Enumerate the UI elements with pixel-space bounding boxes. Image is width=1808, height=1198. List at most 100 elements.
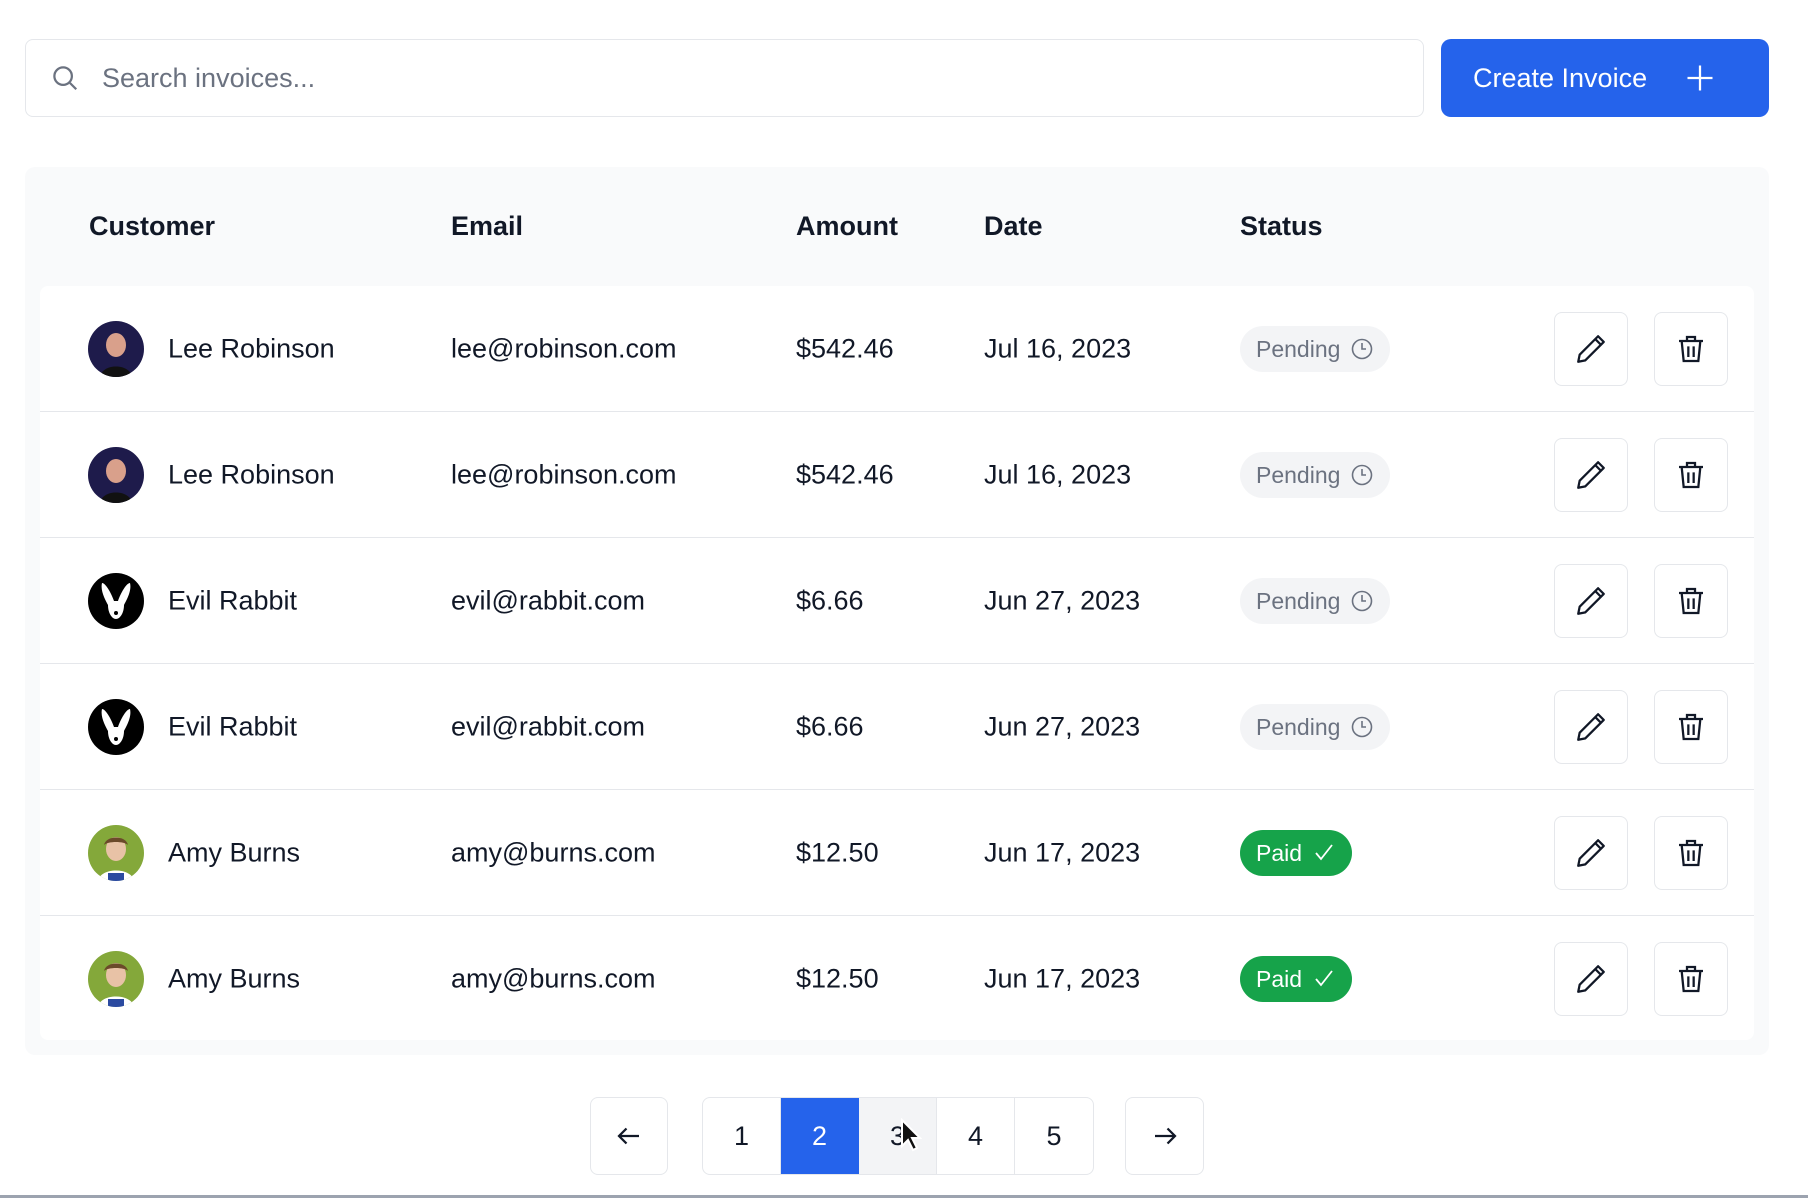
- status-badge: Paid: [1240, 956, 1353, 1002]
- invoice-amount: $12.50: [796, 837, 879, 867]
- page-2-button[interactable]: 2: [781, 1098, 859, 1174]
- pencil-icon: [1574, 584, 1608, 618]
- invoice-amount: $542.46: [796, 333, 894, 363]
- customer-name: Amy Burns: [168, 963, 301, 994]
- next-page-button[interactable]: [1125, 1097, 1204, 1175]
- invoice-amount: $6.66: [796, 711, 864, 741]
- create-invoice-label: Create Invoice: [1473, 62, 1648, 93]
- customer-name: Amy Burns: [168, 837, 301, 867]
- edit-button[interactable]: [1554, 438, 1628, 512]
- pencil-icon: [1574, 962, 1608, 996]
- previous-page-button[interactable]: [590, 1097, 668, 1175]
- trash-icon: [1675, 332, 1707, 366]
- status-badge: Pending: [1240, 578, 1391, 624]
- arrow-left-icon: [617, 1127, 639, 1145]
- customer-name: Evil Rabbit: [168, 585, 298, 615]
- header-status: Status: [1240, 211, 1323, 241]
- check-icon: [1312, 967, 1336, 991]
- check-icon: [1312, 841, 1336, 865]
- invoice-date: Jul 16, 2023: [984, 333, 1132, 363]
- header-amount: Amount: [796, 211, 898, 241]
- clock-icon: [1350, 463, 1374, 487]
- invoice-amount: $6.66: [796, 585, 864, 615]
- status-label: Paid: [1256, 839, 1303, 866]
- trash-icon: [1675, 584, 1707, 618]
- status-label: Pending: [1256, 587, 1341, 614]
- customer-email: evil@rabbit.com: [451, 711, 645, 741]
- customer-email: lee@robinson.com: [451, 333, 677, 363]
- clock-icon: [1350, 337, 1374, 361]
- avatar: [88, 447, 144, 503]
- edit-button[interactable]: [1554, 816, 1628, 890]
- delete-button[interactable]: [1654, 564, 1728, 638]
- customer-email: lee@robinson.com: [451, 459, 677, 489]
- mouse-cursor-icon: [901, 1118, 922, 1152]
- trash-icon: [1675, 710, 1707, 744]
- page-3-button[interactable]: 3: [859, 1098, 937, 1174]
- pencil-icon: [1574, 836, 1608, 870]
- delete-button[interactable]: [1654, 312, 1728, 386]
- table-row: Lee Robinson lee@robinson.com $542.46 Ju…: [40, 412, 1754, 538]
- search-input-container[interactable]: [25, 39, 1424, 117]
- delete-button[interactable]: [1654, 438, 1728, 512]
- table-row: Lee Robinson lee@robinson.com $542.46 Ju…: [40, 286, 1754, 412]
- status-label: Pending: [1256, 461, 1341, 488]
- pencil-icon: [1574, 458, 1608, 492]
- search-input[interactable]: [102, 62, 1423, 94]
- page-4-button[interactable]: 4: [937, 1098, 1015, 1174]
- status-badge: Paid: [1240, 830, 1353, 876]
- edit-button[interactable]: [1554, 690, 1628, 764]
- page-5-button[interactable]: 5: [1046, 1120, 1062, 1151]
- table-row: Evil Rabbit evil@rabbit.com $6.66 Jun 27…: [40, 664, 1754, 790]
- pencil-icon: [1574, 332, 1608, 366]
- table-body: Lee Robinson lee@robinson.com $542.46 Ju…: [40, 286, 1754, 1040]
- page-1-button[interactable]: 1: [703, 1098, 781, 1174]
- avatar: [88, 951, 144, 1007]
- arrow-right-icon: [1154, 1127, 1177, 1145]
- avatar: [88, 573, 144, 629]
- table-row: Evil Rabbit evil@rabbit.com $6.66 Jun 27…: [40, 538, 1754, 664]
- delete-button[interactable]: [1654, 690, 1728, 764]
- status-badge: Pending: [1240, 452, 1391, 498]
- avatar: [88, 825, 144, 881]
- delete-button[interactable]: [1654, 942, 1728, 1016]
- header-email: Email: [451, 211, 524, 241]
- edit-button[interactable]: [1554, 942, 1628, 1016]
- invoice-date: Jun 27, 2023: [984, 711, 1141, 741]
- edit-button[interactable]: [1554, 564, 1628, 638]
- invoice-date: Jun 27, 2023: [984, 585, 1141, 615]
- customer-name: Lee Robinson: [168, 459, 335, 489]
- customer-email: amy@burns.com: [451, 963, 656, 994]
- clock-icon: [1350, 589, 1374, 613]
- avatar: [88, 699, 144, 755]
- table-row: Amy Burns amy@burns.com $12.50 Jun 17, 2…: [40, 916, 1754, 1042]
- search-icon: [53, 66, 78, 91]
- table-row: Amy Burns amy@burns.com $12.50 Jun 17, 2…: [40, 790, 1754, 916]
- invoice-date: Jun 17, 2023: [984, 963, 1141, 994]
- status-badge: Pending: [1240, 326, 1391, 372]
- bottom-border: [0, 1195, 1808, 1198]
- plus-icon: [1687, 65, 1713, 91]
- trash-icon: [1675, 962, 1707, 996]
- status-label: Paid: [1256, 965, 1303, 992]
- edit-button[interactable]: [1554, 312, 1628, 386]
- status-label: Pending: [1256, 713, 1341, 740]
- clock-icon: [1350, 715, 1374, 739]
- customer-email: amy@burns.com: [451, 837, 656, 867]
- pencil-icon: [1574, 710, 1608, 744]
- invoices-table: Customer Email Amount Date Status Lee Ro…: [25, 167, 1769, 1055]
- invoice-amount: $12.50: [796, 963, 879, 994]
- invoice-amount: $542.46: [796, 459, 894, 489]
- status-badge: Pending: [1240, 704, 1391, 750]
- customer-email: evil@rabbit.com: [451, 585, 645, 615]
- customer-name: Lee Robinson: [168, 333, 335, 363]
- create-invoice-button[interactable]: Create Invoice: [1441, 39, 1769, 117]
- invoice-date: Jun 17, 2023: [984, 837, 1141, 867]
- delete-button[interactable]: [1654, 816, 1728, 890]
- trash-icon: [1675, 458, 1707, 492]
- status-label: Pending: [1256, 335, 1341, 362]
- invoice-date: Jul 16, 2023: [984, 459, 1132, 489]
- customer-name: Evil Rabbit: [168, 711, 298, 741]
- header-date: Date: [984, 211, 1043, 241]
